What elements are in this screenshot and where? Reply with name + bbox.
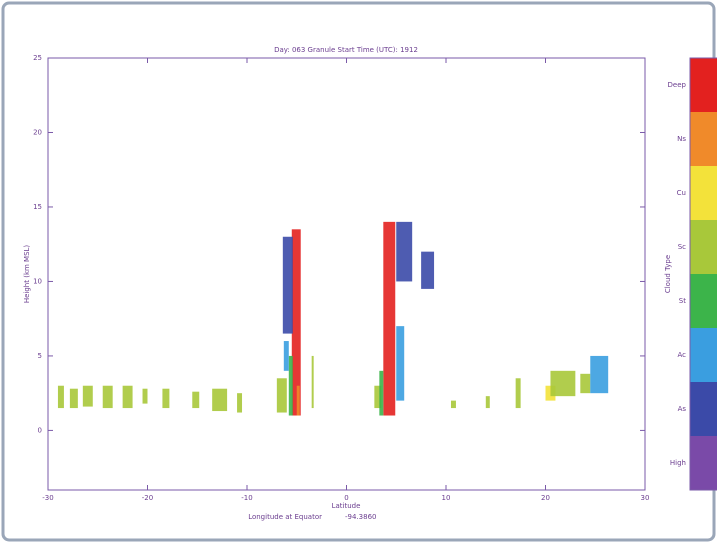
cloud-cell	[282, 236, 293, 334]
cloud-cell	[396, 326, 405, 401]
x-tick-label: 30	[641, 494, 650, 502]
y-axis-label: Height (km MSL)	[23, 245, 31, 304]
colorbar-tick-label: Ac	[677, 351, 686, 359]
cloud-cell	[379, 370, 384, 416]
x-tick-label: -30	[42, 494, 53, 502]
cloud-cell	[288, 355, 293, 416]
cloud-cell	[276, 378, 287, 413]
colorbar-tick-label: As	[678, 405, 687, 413]
colorbar-swatch	[690, 220, 717, 274]
colorbar-swatch	[690, 58, 717, 112]
colorbar-tick-label: Cu	[677, 189, 686, 197]
colorbar-tick-label: High	[670, 459, 686, 467]
x-axis-label: Latitude	[332, 502, 361, 510]
colorbar-frame	[689, 57, 717, 491]
colorbar-swatch	[690, 112, 717, 166]
y-tick-label: 20	[33, 128, 42, 136]
x-axis-subvalue: -94.3860	[345, 513, 376, 521]
x-tick-label: 0	[344, 494, 348, 502]
colorbar-tick-label: Deep	[668, 81, 687, 89]
x-tick-label: -20	[142, 494, 153, 502]
cloud-cell	[580, 373, 591, 394]
cloud-cell	[374, 385, 382, 409]
y-tick-label: 10	[33, 277, 42, 285]
colorbar-tick-label: St	[679, 297, 686, 305]
colorbar-tick-label: Ns	[677, 135, 686, 143]
y-tick-label: 5	[38, 352, 42, 360]
colorbar-swatch	[690, 166, 717, 220]
colorbar-tick-label: Sc	[678, 243, 686, 251]
cloud-cell	[550, 370, 576, 397]
cloud-cell	[450, 400, 456, 409]
cloud-cell	[102, 385, 113, 409]
cloud-cell	[485, 396, 490, 409]
cloud-cell	[212, 388, 228, 412]
cloud-cell	[69, 388, 78, 409]
plot-frame	[47, 57, 646, 491]
colorbar-swatch	[690, 382, 717, 436]
cloud-cell	[396, 221, 413, 282]
cloud-cell	[590, 355, 609, 394]
cloud-cell	[162, 388, 170, 409]
cloud-cell	[142, 388, 148, 404]
cloud-cell	[192, 391, 200, 409]
y-tick-label: 0	[38, 426, 42, 434]
y-tick-label: 25	[33, 54, 42, 62]
cloud-cell	[296, 385, 300, 416]
x-tick-label: -10	[241, 494, 252, 502]
cloud-cell	[291, 229, 301, 416]
x-axis-sublabel: Longitude at Equator	[248, 513, 322, 521]
cloud-cell	[237, 393, 243, 413]
cloud-cell	[122, 385, 133, 409]
colorbar-swatch	[690, 436, 717, 490]
cloud-cell	[283, 341, 289, 371]
cloud-cell	[82, 385, 93, 407]
chart-title: Day: 063 Granule Start Time (UTC): 1912	[274, 46, 418, 54]
x-tick-label: 10	[442, 494, 451, 502]
cloud-cell	[383, 221, 396, 416]
colorbar-label: Cloud Type	[664, 255, 672, 293]
cloud-cell	[57, 385, 64, 409]
colorbar-swatch	[690, 328, 717, 382]
x-tick-label: 20	[541, 494, 550, 502]
cloud-cell	[515, 378, 521, 409]
y-tick-label: 15	[33, 203, 42, 211]
colorbar-swatch	[690, 274, 717, 328]
cloud-cell	[311, 355, 314, 409]
cloud-cell	[421, 251, 435, 289]
